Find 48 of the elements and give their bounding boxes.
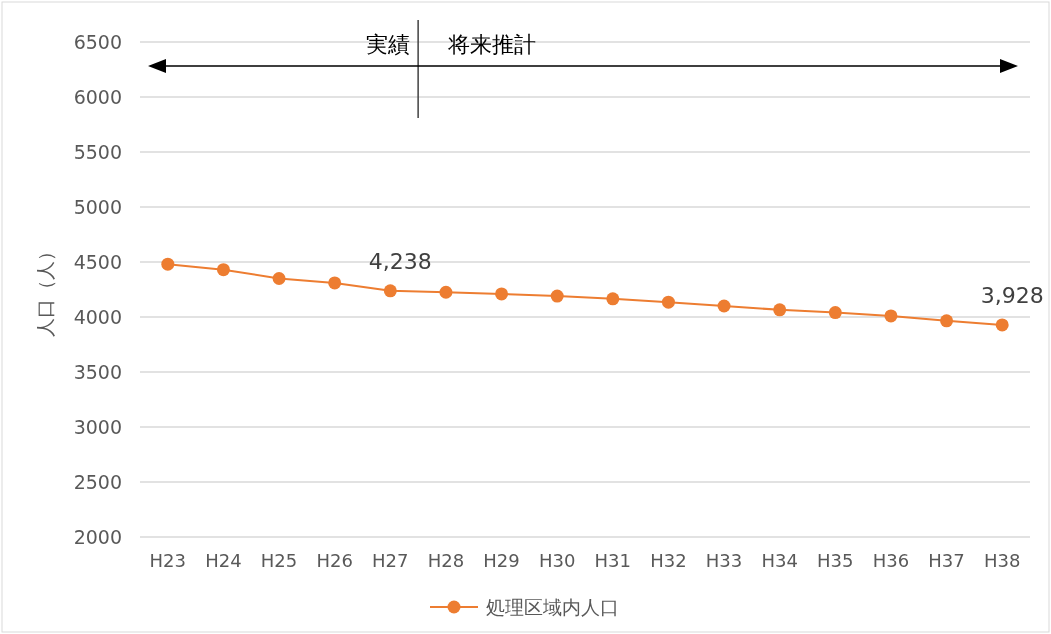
point <box>272 272 286 285</box>
y-axis-title: 人口（人） <box>34 242 56 337</box>
point <box>328 276 342 290</box>
x-tick-label: H33 <box>705 550 743 571</box>
x-tick-label: H26 <box>316 550 353 571</box>
x-tick-label: H36 <box>872 550 910 571</box>
point <box>661 295 675 309</box>
point <box>828 306 842 320</box>
y-tick-label: 6000 <box>73 86 122 108</box>
x-tick-label: H38 <box>983 550 1021 571</box>
x-tick-label: H23 <box>149 550 187 571</box>
y-tick-label: 2500 <box>73 471 122 493</box>
point <box>439 285 453 299</box>
y-tick-label: 4500 <box>73 251 122 273</box>
x-tick-label: H30 <box>538 550 576 571</box>
x-tick-label: H24 <box>205 550 242 571</box>
annotation: 実績 <box>366 32 411 57</box>
x-tick-label: H34 <box>761 550 798 571</box>
y-tick-label: 2000 <box>73 526 122 548</box>
x-tick-label: H28 <box>427 550 465 571</box>
point <box>161 257 175 271</box>
y-tick-label: 3000 <box>73 416 122 438</box>
x-tick-label: H27 <box>372 550 409 571</box>
point <box>550 289 564 303</box>
x-tick-label: H29 <box>483 550 520 571</box>
data-label: 4,238 <box>368 248 432 274</box>
x-tick-label: H25 <box>260 550 298 571</box>
point <box>884 309 898 323</box>
x-tick-label: H37 <box>928 550 965 571</box>
y-tick-label: 5500 <box>73 141 122 163</box>
point <box>940 314 954 328</box>
y-tick-label: 5000 <box>73 196 122 218</box>
y-tick-label: 3500 <box>73 361 122 383</box>
point <box>773 303 787 317</box>
x-tick-label: H32 <box>650 550 687 571</box>
x-tick-label: H31 <box>594 550 632 571</box>
point <box>383 284 397 298</box>
point <box>717 299 731 313</box>
point <box>606 292 620 306</box>
point <box>995 318 1009 332</box>
point <box>495 287 509 301</box>
legend-label: 処理区域内人口 <box>486 596 619 618</box>
annotation: 将来推計 <box>447 32 537 57</box>
y-tick-label: 4000 <box>73 306 122 328</box>
y-tick-label: 6500 <box>73 31 122 53</box>
x-tick-label: H35 <box>817 550 854 571</box>
data-label: 3,928 <box>980 282 1044 308</box>
point <box>216 263 230 277</box>
